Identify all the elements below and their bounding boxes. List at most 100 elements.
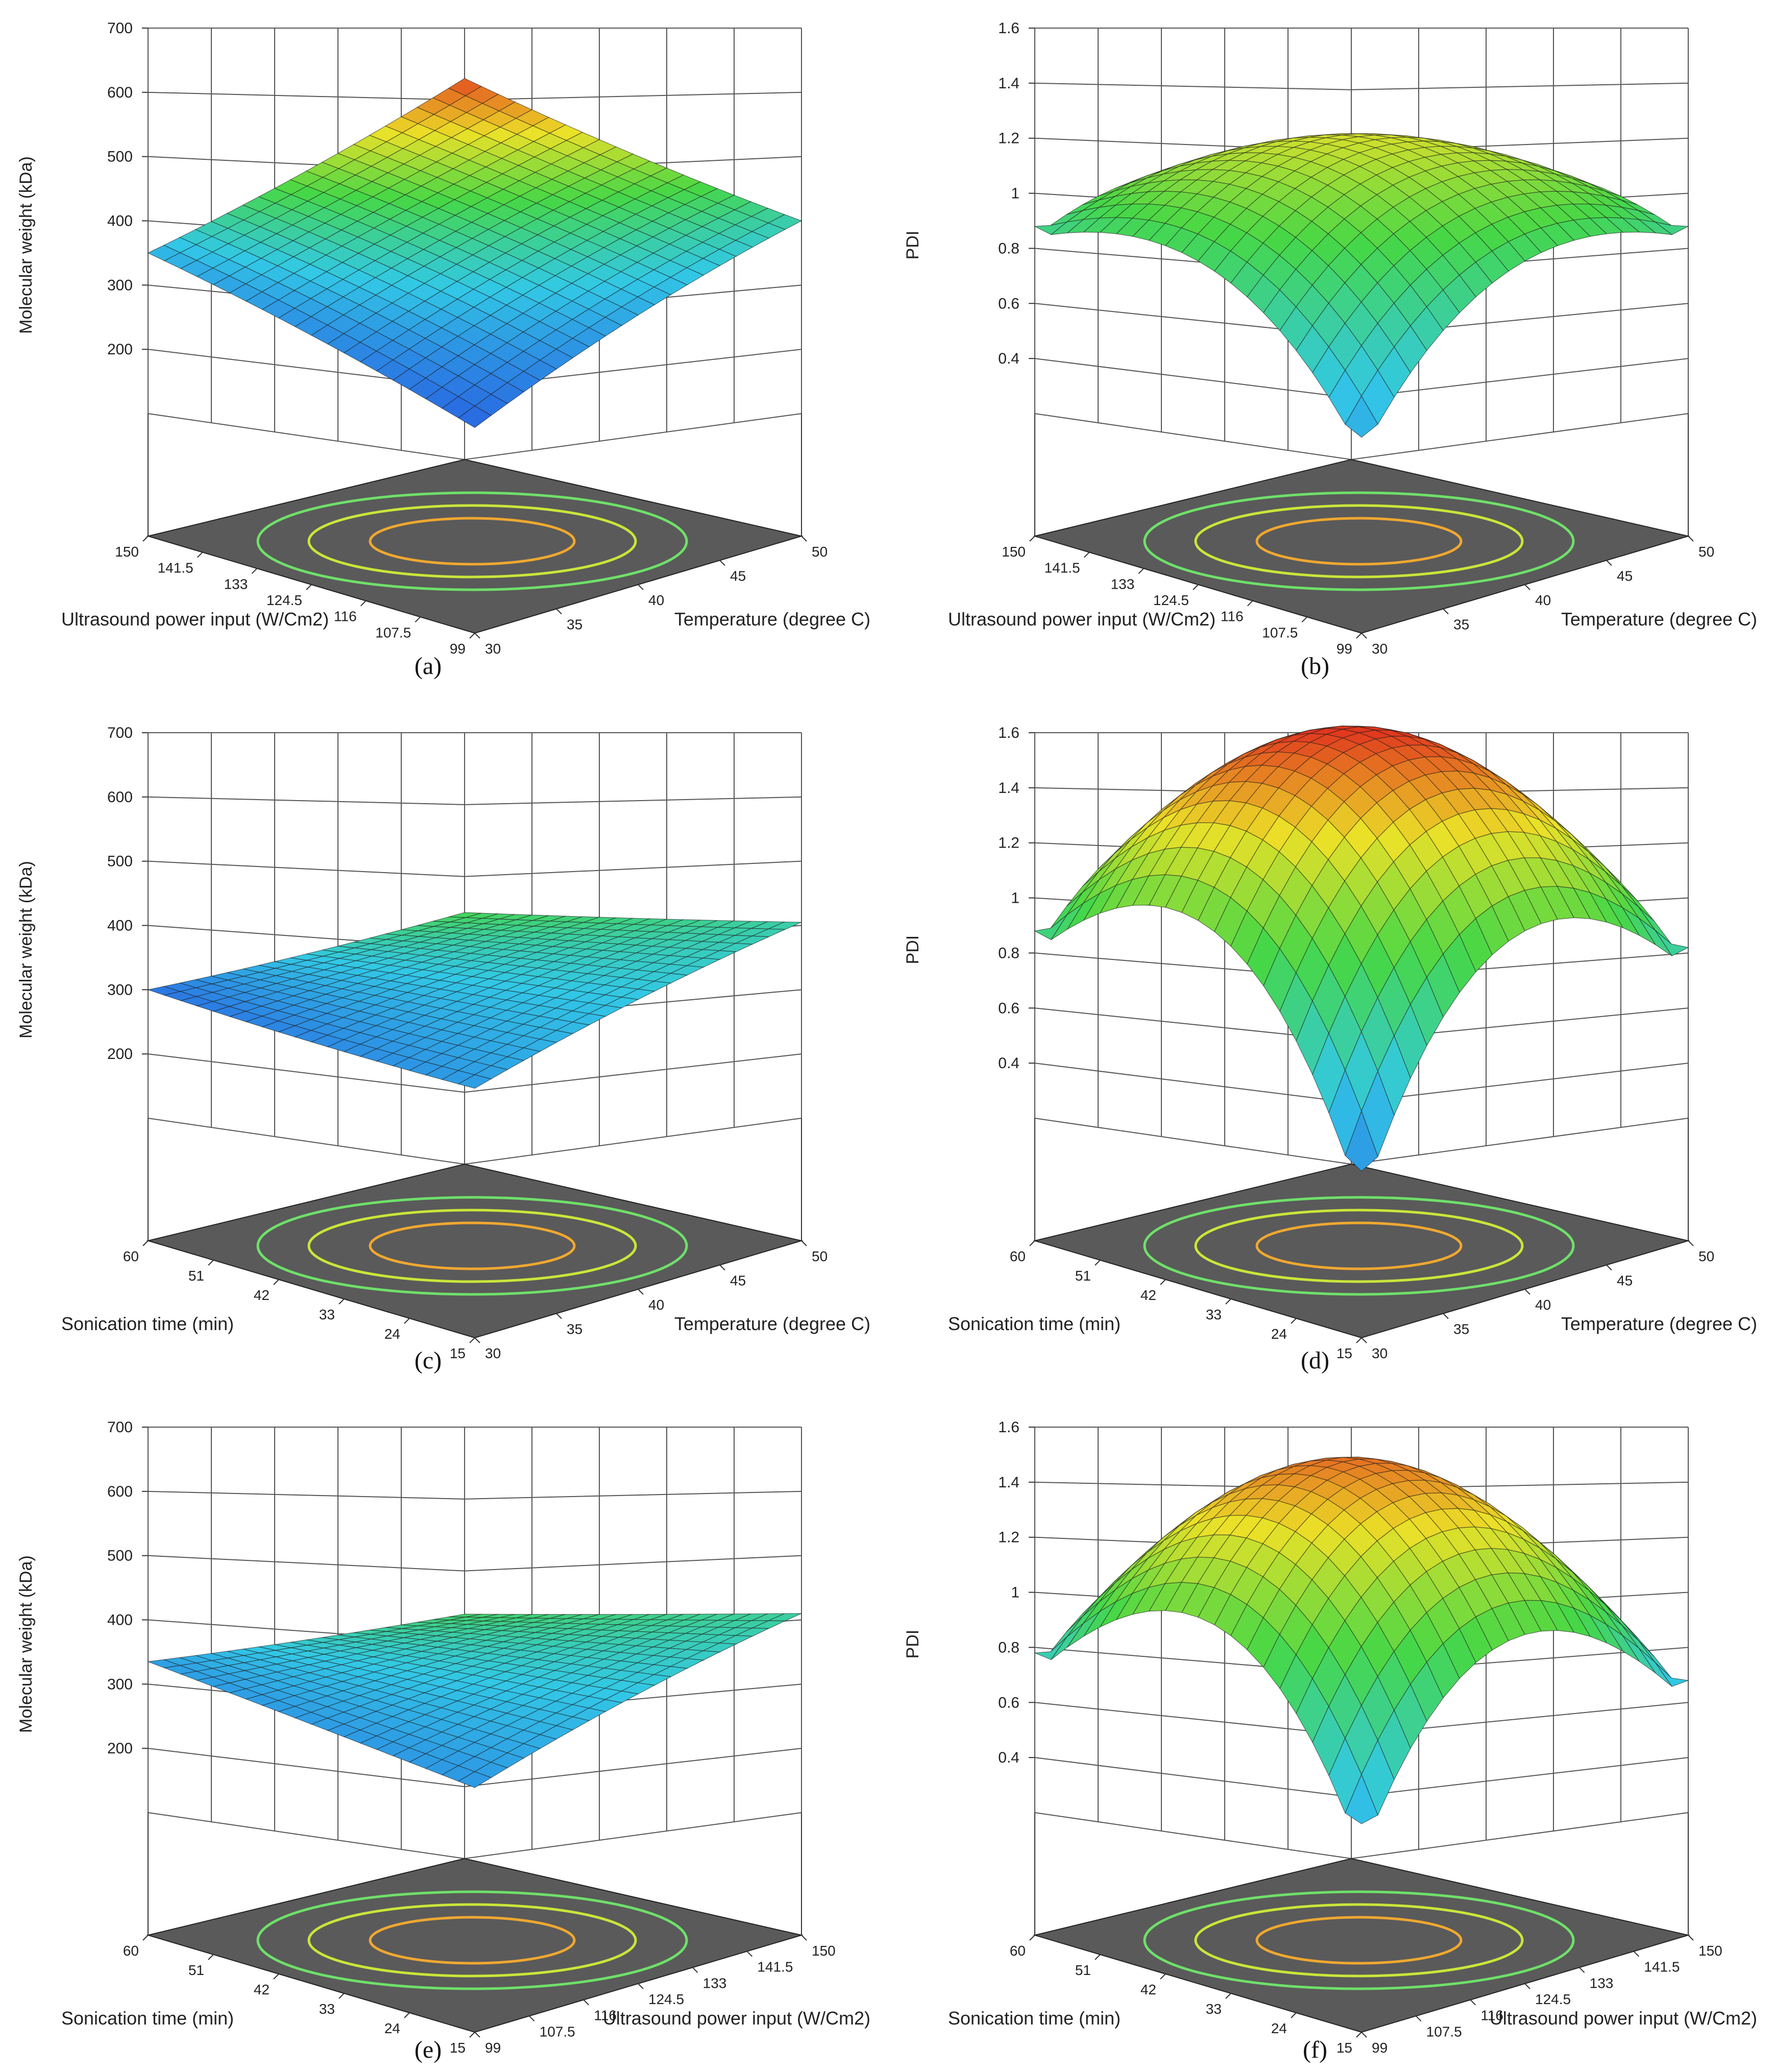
y-tick bbox=[556, 1313, 562, 1319]
y-tick bbox=[1443, 1313, 1449, 1319]
chart-panel-f: 0.4 0.6 0.8 1 1.2 1.4 1.6 PDI 60 51 42 33 24 15 99 107.… bbox=[903, 1419, 1757, 2063]
z-tick-label: 0.6 bbox=[998, 295, 1019, 312]
x-tick bbox=[1356, 1337, 1362, 1343]
x-tick bbox=[1225, 1993, 1231, 1999]
y-tick bbox=[801, 536, 807, 542]
y-tick-label: 124.5 bbox=[648, 1991, 684, 2007]
z-tick-label: 600 bbox=[107, 789, 133, 806]
y-tick-label: 150 bbox=[1698, 1943, 1722, 1959]
y-tick bbox=[583, 1999, 590, 2006]
y-tick-label: 133 bbox=[703, 1975, 727, 1991]
x-axis-label: Sonication time (min) bbox=[61, 1313, 234, 1334]
y-tick bbox=[719, 560, 725, 566]
y-tick-label: 124.5 bbox=[1535, 1991, 1571, 2007]
y-tick-label: 30 bbox=[1372, 1345, 1388, 1361]
z-tick-label: 300 bbox=[107, 1676, 133, 1693]
y-tick-label: 107.5 bbox=[1426, 2023, 1462, 2039]
z-tick-label: 400 bbox=[107, 918, 133, 934]
chart-panel-b: 0.4 0.6 0.8 1 1.2 1.4 1.6 PDI 150 141.5 133 124.5 11… bbox=[903, 20, 1757, 680]
grid-line bbox=[148, 1812, 802, 1860]
z-tick-label: 0.6 bbox=[998, 1694, 1019, 1711]
y-tick-label: 45 bbox=[1617, 568, 1633, 584]
x-tick bbox=[197, 551, 203, 558]
x-tick-label: 42 bbox=[1140, 1982, 1156, 1997]
floor-plane bbox=[1033, 459, 1690, 634]
x-tick bbox=[1160, 1279, 1166, 1285]
z-tick-label: 0.8 bbox=[998, 1639, 1019, 1656]
y-tick-label: 99 bbox=[1372, 2040, 1388, 2056]
y-tick bbox=[528, 2015, 535, 2022]
x-tick bbox=[469, 1337, 475, 1343]
x-tick-label: 107.5 bbox=[375, 624, 411, 640]
y-tick-label: 99 bbox=[485, 2040, 501, 2056]
x-tick-label: 33 bbox=[1206, 2001, 1222, 2017]
x-tick bbox=[404, 2012, 410, 2018]
y-tick bbox=[692, 1967, 698, 1973]
panel-caption: (d) bbox=[1301, 1347, 1329, 1374]
x-tick bbox=[1138, 568, 1145, 574]
y-tick-label: 150 bbox=[812, 1943, 836, 1959]
y-tick-label: 141.5 bbox=[757, 1959, 793, 1975]
z-tick-label: 300 bbox=[107, 277, 133, 294]
contour-line bbox=[1194, 1209, 1524, 1283]
y-tick bbox=[1578, 1967, 1585, 1973]
x-axis-label: Sonication time (min) bbox=[948, 2008, 1121, 2029]
y-tick bbox=[1633, 1950, 1640, 1957]
z-tick-label: 200 bbox=[107, 341, 133, 358]
x-tick bbox=[404, 1318, 410, 1324]
surface-cell bbox=[457, 1771, 492, 1788]
x-tick-label: 60 bbox=[1010, 1943, 1026, 1959]
z-axis-label: PDI bbox=[903, 231, 922, 260]
response-surface bbox=[148, 1613, 802, 1788]
z-tick-label: 0.8 bbox=[998, 945, 1019, 961]
x-tick-label: 133 bbox=[1111, 576, 1135, 592]
x-tick-label: 99 bbox=[450, 641, 466, 657]
x-tick bbox=[142, 1935, 149, 1941]
y-axis-label: Temperature (degree C) bbox=[1561, 609, 1757, 630]
surface-cell bbox=[1345, 1773, 1378, 1824]
chart-panel-a: 200 300 400 500 600 700 Molecular weight (kDa)… bbox=[16, 20, 870, 680]
y-tick-label: 50 bbox=[812, 1248, 828, 1264]
y-axis-label: Temperature (degree C) bbox=[674, 609, 870, 630]
contour-line bbox=[1143, 491, 1575, 591]
y-tick bbox=[638, 1983, 644, 1989]
x-tick bbox=[338, 1298, 345, 1305]
contour-line bbox=[307, 1209, 637, 1283]
x-tick bbox=[306, 584, 312, 590]
y-tick bbox=[1606, 560, 1612, 566]
x-tick bbox=[360, 600, 367, 607]
x-axis-label: Sonication time (min) bbox=[61, 2008, 234, 2029]
y-tick bbox=[1470, 1999, 1476, 2006]
surface-cell bbox=[1345, 1110, 1378, 1172]
x-axis-label: Sonication time (min) bbox=[948, 1313, 1121, 1334]
x-tick bbox=[1029, 1935, 1035, 1941]
z-tick-label: 500 bbox=[107, 1548, 133, 1564]
x-tick-label: 124.5 bbox=[266, 592, 302, 608]
z-tick-label: 200 bbox=[107, 1740, 133, 1757]
y-axis-label: Ultrasound power input (W/Cm2) bbox=[1490, 2008, 1757, 2029]
x-tick bbox=[1095, 1260, 1101, 1266]
y-axis-label: Temperature (degree C) bbox=[674, 1313, 870, 1334]
chart-panel-e: 200 300 400 500 600 700 Molecular weight (kDa)… bbox=[16, 1419, 870, 2063]
x-tick bbox=[1095, 1954, 1101, 1960]
z-tick-label: 700 bbox=[107, 725, 133, 741]
x-tick bbox=[338, 1993, 345, 1999]
x-tick bbox=[1029, 536, 1035, 542]
grid-line bbox=[148, 1490, 802, 1500]
x-tick bbox=[415, 616, 421, 623]
y-axis-label: Ultrasound power input (W/Cm2) bbox=[603, 2008, 870, 2029]
x-tick-label: 60 bbox=[123, 1248, 139, 1264]
panel-caption: (a) bbox=[415, 653, 442, 680]
contour-line bbox=[307, 504, 637, 579]
x-tick-label: 15 bbox=[450, 2040, 466, 2056]
z-tick-label: 1.6 bbox=[998, 725, 1019, 741]
x-tick-label: 24 bbox=[1271, 2020, 1287, 2036]
grid-line bbox=[148, 1118, 802, 1165]
y-tick-label: 40 bbox=[648, 1297, 664, 1313]
grid-line bbox=[148, 1053, 802, 1093]
y-tick bbox=[801, 1935, 807, 1941]
y-tick-label: 35 bbox=[567, 1321, 582, 1337]
y-tick bbox=[719, 1264, 725, 1271]
z-tick-label: 400 bbox=[107, 213, 133, 230]
y-tick-label: 35 bbox=[567, 617, 582, 633]
